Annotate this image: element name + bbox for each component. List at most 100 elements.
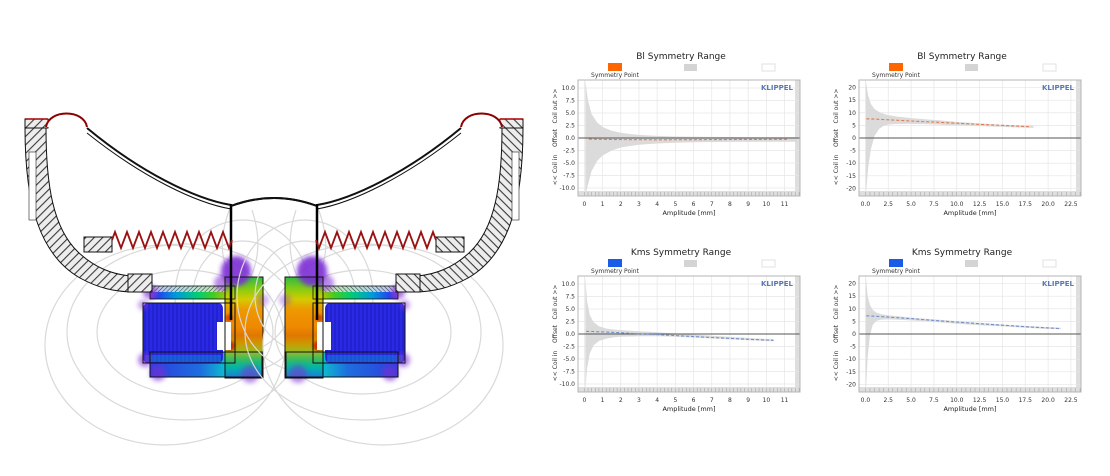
cone: [86, 127, 232, 210]
y-caption-offset: Offset: [552, 128, 559, 147]
x-tick-label: 15.0: [996, 397, 1010, 404]
y-tick-label: 5: [852, 318, 856, 325]
y-tick-label: -2.5: [563, 148, 575, 155]
legend-symmetry-point-label: Symmetry Point: [872, 72, 921, 79]
y-tick-label: 5.0: [565, 306, 575, 313]
x-tick-label: 7.5: [929, 397, 939, 404]
x-axis-label: Amplitude [mm]: [662, 405, 715, 413]
x-tick-label: 11: [781, 397, 789, 404]
purple-fringe-blobs: [138, 256, 269, 383]
x-tick-label: 6: [692, 201, 696, 208]
legend-range-swatch: [684, 64, 697, 71]
x-tick-label: 0.0: [861, 397, 871, 404]
y-tick-label: -5.0: [563, 160, 575, 167]
chart-title: Bl Symmetry Range: [636, 52, 726, 62]
y-tick-label: 0.0: [565, 135, 575, 142]
y-caption-coil-in: << Coil in: [833, 155, 840, 186]
y-caption-coil-in: << Coil in: [552, 155, 559, 186]
y-tick-label: 10.0: [562, 85, 576, 92]
x-tick-label: 4: [655, 397, 659, 404]
magnet-texture: [143, 303, 223, 363]
plot-bottom-strip: [578, 191, 800, 196]
gap-slot: [217, 322, 231, 350]
y-tick-label: 0: [852, 331, 856, 338]
x-tick-label: 12.5: [973, 201, 987, 208]
basket-wall: [24, 127, 131, 293]
x-tick-label: 7.5: [929, 201, 939, 208]
frame-foot: [127, 273, 153, 293]
loudspeaker-diagram: [0, 0, 545, 476]
legend-symmetry-point-swatch: [889, 63, 903, 71]
klippel-watermark: KLIPPEL: [1042, 280, 1075, 288]
x-tick-label: 2.5: [883, 201, 893, 208]
y-tick-label: -5.0: [563, 356, 575, 363]
magnet-fea: [138, 256, 269, 383]
y-tick-label: 7.5: [565, 294, 575, 301]
y-tick-label: 2.5: [565, 319, 575, 326]
y-tick-label: 7.5: [565, 98, 575, 105]
x-tick-label: 20.0: [1041, 201, 1055, 208]
x-tick-label: 1: [601, 201, 605, 208]
kms-symmetry-chart-svg-2: Kms Symmetry Range Symmetry Point 20 15 10 5 0…: [833, 248, 1082, 413]
x-tick-label: 22.5: [1064, 201, 1078, 208]
klippel-watermark: KLIPPEL: [1042, 84, 1075, 92]
y-tick-label: 20: [848, 85, 856, 92]
y-caption-coil-out: Coil out >>: [833, 89, 840, 124]
y-caption-coil-in: << Coil in: [833, 351, 840, 382]
symmetry-point-line: [866, 315, 1060, 330]
chart-bl-symmetry-1: Bl Symmetry Range Symmetry Point 10.0 7.5 5.…: [548, 46, 829, 242]
klippel-watermark: KLIPPEL: [761, 84, 794, 92]
x-tick-label: 7: [710, 201, 714, 208]
y-tick-label: -2.5: [563, 344, 575, 351]
y-tick-label: -10.0: [559, 185, 575, 192]
y-caption-offset: Offset: [833, 128, 840, 147]
speaker-half-left: [24, 112, 318, 446]
bl-symmetry-chart-svg-2: Bl Symmetry Range Symmetry Point 20 15 10 5 0 -…: [833, 52, 1082, 217]
x-tick-label: 22.5: [1064, 397, 1078, 404]
y-tick-label: -7.5: [563, 369, 575, 376]
chart-kms-symmetry-2: Kms Symmetry Range Symmetry Point 20 15 10 5 0…: [829, 242, 1110, 438]
plot-border: [858, 79, 1082, 197]
basket-frame: [24, 118, 153, 293]
x-tick-label: 20.0: [1041, 397, 1055, 404]
x-tick-label: 2: [619, 201, 623, 208]
y-tick-label: 10: [848, 306, 856, 313]
surround-roll: [45, 112, 88, 128]
legend-range-swatch: [965, 64, 978, 71]
legend-extra-swatch: [761, 63, 776, 72]
y-tick-label: 0: [852, 135, 856, 142]
legend-range-swatch: [965, 260, 978, 267]
y-tick-label: -10: [846, 160, 856, 167]
x-tick-label: 4: [655, 201, 659, 208]
y-tick-label: -10.0: [559, 381, 575, 388]
x-tick-label: 5: [673, 397, 677, 404]
x-tick-label: 9: [746, 201, 750, 208]
legend-symmetry-point-swatch: [608, 63, 622, 71]
plot-border: [858, 275, 1082, 393]
legend-extra-swatch: [761, 259, 776, 268]
y-tick-label: -15: [846, 173, 856, 180]
x-axis-label: Amplitude [mm]: [662, 209, 715, 217]
plot-border: [577, 79, 801, 197]
plot-bottom-strip: [578, 387, 800, 392]
x-tick-label: 10.0: [950, 397, 964, 404]
y-tick-label: -20: [846, 185, 856, 192]
x-tick-label: 10: [763, 201, 771, 208]
x-tick-label: 8: [728, 201, 732, 208]
x-tick-label: 17.5: [1019, 201, 1033, 208]
chart-title: Kms Symmetry Range: [631, 248, 732, 258]
spider-suspension: [111, 229, 233, 251]
speaker-half-right: [231, 114, 523, 446]
y-caption-coil-out: Coil out >>: [833, 285, 840, 320]
x-tick-label: 5.0: [906, 397, 916, 404]
x-tick-label: 9: [746, 397, 750, 404]
y-tick-label: -5: [850, 344, 856, 351]
y-tick-label: 20: [848, 281, 856, 288]
y-tick-label: 10: [848, 110, 856, 117]
y-caption-offset: Offset: [833, 324, 840, 343]
x-tick-label: 1: [601, 397, 605, 404]
chart-title: Bl Symmetry Range: [917, 52, 1007, 62]
top-plate-gasket: [150, 286, 235, 292]
